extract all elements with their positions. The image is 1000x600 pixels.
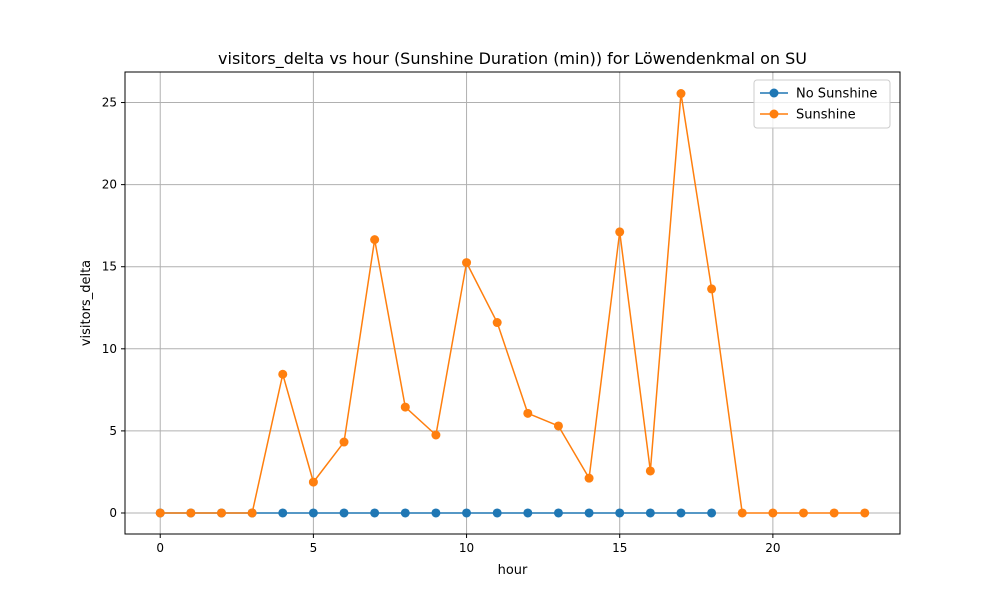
legend-label: Sunshine (796, 108, 856, 123)
data-point (553, 421, 563, 431)
data-point (645, 508, 655, 518)
data-point (676, 508, 686, 518)
series-sunshine (155, 89, 870, 518)
data-point (278, 369, 288, 379)
data-point (278, 508, 288, 518)
legend-item: Sunshine (760, 108, 856, 123)
data-point (645, 466, 655, 476)
data-point (462, 258, 472, 268)
legend-marker (769, 109, 779, 119)
legend-label: No Sunshine (796, 87, 877, 102)
y-tick-label: 25 (102, 96, 117, 110)
legend-box (753, 79, 891, 129)
series-line (160, 92, 865, 514)
chart-title: visitors_delta vs hour (Sunshine Duratio… (218, 49, 807, 69)
y-tick-label: 10 (102, 342, 117, 356)
data-point (431, 508, 441, 518)
data-point (370, 508, 380, 518)
y-tick-label: 20 (102, 178, 117, 192)
data-point (523, 508, 533, 518)
data-point (615, 227, 625, 237)
legend: No Sunshine Sunshine (753, 79, 891, 129)
data-point (707, 508, 717, 518)
legend-marker (769, 88, 779, 98)
x-tick-label: 10 (459, 541, 474, 555)
data-point (339, 437, 349, 447)
data-point (462, 508, 472, 518)
data-point (584, 508, 594, 518)
legend-item: No Sunshine (760, 87, 877, 102)
data-point (400, 508, 410, 518)
data-point (553, 508, 563, 518)
data-point (370, 235, 380, 245)
data-point (308, 508, 318, 518)
data-point (339, 508, 349, 518)
y-tick-label: 15 (102, 260, 117, 274)
axis-ticks: 0 5 10 15 20 0 5 10 15 20 25 (102, 96, 781, 555)
data-point (523, 408, 533, 418)
data-point (768, 508, 778, 518)
x-tick-label: 5 (310, 541, 318, 555)
data-point (707, 284, 717, 294)
x-axis-label: hour (498, 563, 528, 578)
data-point (584, 473, 594, 483)
y-tick-label: 5 (109, 424, 117, 438)
x-tick-label: 20 (765, 541, 780, 555)
data-point (186, 508, 196, 518)
data-point (799, 508, 809, 518)
data-point (860, 508, 870, 518)
y-axis-label: visitors_delta (79, 260, 94, 346)
data-point (492, 318, 502, 328)
data-point (492, 508, 502, 518)
data-point (829, 508, 839, 518)
data-point (676, 89, 686, 99)
data-point (216, 508, 226, 518)
x-tick-label: 0 (156, 541, 164, 555)
data-point (155, 508, 165, 518)
data-point (431, 430, 441, 440)
data-point (737, 508, 747, 518)
y-tick-label: 0 (109, 506, 117, 520)
x-tick-label: 15 (612, 541, 627, 555)
data-point (247, 508, 257, 518)
data-point (400, 402, 410, 412)
plot-frame (124, 71, 901, 535)
series-area (155, 89, 870, 518)
data-point (308, 477, 318, 487)
data-point (615, 508, 625, 518)
